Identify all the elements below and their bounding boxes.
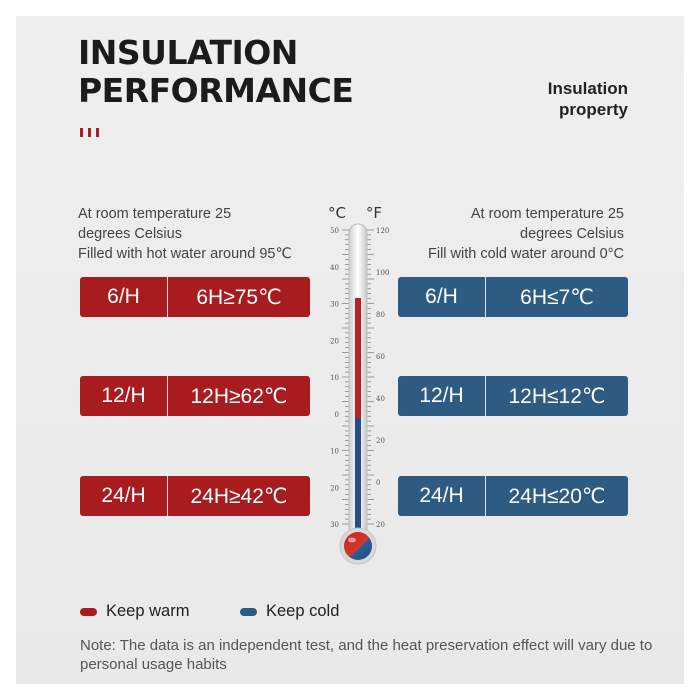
hot-desc-line-2: degrees Celsius: [78, 226, 182, 242]
celsius-tick-label: 40: [330, 264, 339, 272]
cold-row-24h: 24/H 24H≤20℃: [398, 476, 628, 516]
legend-keep-cold: Keep cold: [240, 602, 339, 621]
celsius-tick-label: 30: [330, 521, 339, 529]
cold-desc-line-3: Fill with cold water around 0°C: [428, 246, 624, 262]
celsius-label: °C: [328, 204, 346, 222]
title-line-1: INSULATION: [78, 33, 298, 72]
cold-hours-label: 12/H: [398, 376, 486, 416]
fahrenheit-tick-label: 20: [376, 437, 385, 445]
celsius-tick-label: 30: [330, 301, 339, 309]
disclaimer-note: Note: The data is an independent test, a…: [80, 637, 653, 673]
celsius-tick-label: 50: [330, 227, 339, 235]
warm-temperature-value: 6H≥75℃: [196, 285, 282, 309]
cold-hours-label: 6/H: [398, 277, 486, 317]
cold-temperature-value: 12H≤12℃: [508, 384, 606, 408]
warm-hours-label: 24/H: [80, 476, 168, 516]
cold-water-description: At room temperature 25 degrees Celsius F…: [428, 204, 624, 264]
hot-water-description: At room temperature 25 degrees Celsius F…: [78, 204, 292, 264]
celsius-tick-label: 20: [330, 484, 339, 492]
warm-row-24h: 24/H 24H≥42℃: [80, 476, 310, 516]
property-heading: Insulation property: [548, 78, 628, 120]
celsius-tick-label: 0: [335, 411, 339, 419]
fahrenheit-tick-label: 120: [376, 227, 389, 235]
hot-desc-line-1: At room temperature 25: [78, 206, 232, 222]
property-line-1: Insulation: [547, 79, 628, 98]
fahrenheit-tick-label: 60: [376, 353, 385, 361]
warm-row-6h: 6/H 6H≥75℃: [80, 277, 310, 317]
warm-hours-label: 12/H: [80, 376, 168, 416]
cold-temperature-value: 24H≤20℃: [508, 484, 606, 508]
accent-dashes: [80, 128, 99, 137]
fahrenheit-tick-label: 100: [376, 269, 389, 277]
celsius-tick-label: 10: [330, 448, 339, 456]
fahrenheit-label: °F: [366, 204, 382, 222]
title-line-2: PERFORMANCE: [78, 71, 354, 110]
legend-cold-label: Keep cold: [266, 602, 340, 620]
cold-desc-line-2: degrees Celsius: [520, 226, 624, 242]
warm-temperature-value: 12H≥62℃: [190, 384, 288, 408]
cold-hours-label: 24/H: [398, 476, 486, 516]
warm-hours-label: 6/H: [80, 277, 168, 317]
cold-row-12h: 12/H 12H≤12℃: [398, 376, 628, 416]
cold-temperature-value: 6H≤7℃: [520, 285, 594, 309]
warm-swatch-icon: [80, 607, 97, 616]
warm-row-12h: 12/H 12H≥62℃: [80, 376, 310, 416]
fahrenheit-tick-label: 20: [376, 521, 385, 529]
legend-keep-warm: Keep warm: [80, 602, 189, 621]
fahrenheit-tick-label: 80: [376, 311, 385, 319]
infographic-panel: INSULATION PERFORMANCE Insulation proper…: [16, 16, 684, 684]
cold-swatch-icon: [240, 607, 257, 616]
cold-desc-line-1: At room temperature 25: [470, 206, 624, 222]
fahrenheit-tick-label: 0: [376, 479, 380, 487]
celsius-tick-label: 20: [330, 337, 339, 345]
property-line-2: property: [559, 100, 628, 119]
warm-temperature-value: 24H≥42℃: [190, 484, 288, 508]
cold-row-6h: 6/H 6H≤7℃: [398, 277, 628, 317]
fahrenheit-tick-label: 40: [376, 395, 385, 403]
celsius-tick-label: 10: [330, 374, 339, 382]
page-title: INSULATION PERFORMANCE: [78, 33, 354, 110]
hot-desc-line-3: Filled with hot water around 95℃: [78, 246, 292, 262]
legend-warm-label: Keep warm: [106, 602, 190, 620]
